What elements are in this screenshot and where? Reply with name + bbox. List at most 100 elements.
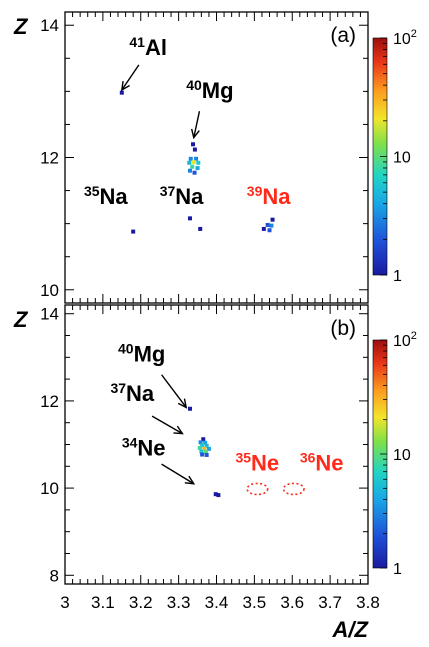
arrow-head: [173, 425, 184, 435]
isotope-mass: 36: [300, 450, 316, 466]
isotope-label: 39Na: [247, 183, 291, 209]
colorbar-tick-exp: 2: [411, 330, 417, 342]
colorbar-tick-exp: 2: [411, 28, 417, 40]
isotope-mass: 41: [129, 34, 145, 50]
x-tick-label: 3.6: [280, 593, 304, 612]
isotope-symbol: Ne: [315, 451, 343, 476]
candidate-circle: [246, 482, 269, 496]
y-tick-label: 8: [50, 566, 59, 585]
arrow-head: [177, 398, 188, 409]
y-tick-label: 12: [40, 149, 59, 168]
x-tick-label: 3.8: [356, 593, 380, 612]
data-point: [191, 142, 196, 147]
isotope-mass: 40: [186, 77, 202, 93]
data-point: [265, 222, 270, 227]
arrow-line: [161, 374, 187, 408]
x-tick-label: 3.2: [129, 593, 153, 612]
panel-tag: (a): [330, 24, 356, 47]
isotope-symbol: Mg: [134, 342, 166, 367]
x-tick-label: 3.4: [205, 593, 229, 612]
isotope-symbol: Na: [100, 184, 129, 209]
isotope-label: 40Mg: [186, 77, 233, 103]
data-point: [199, 449, 204, 454]
isotope-label: 37Na: [110, 380, 154, 406]
colorbar-tick-base: 1: [393, 268, 402, 285]
data-point: [187, 216, 192, 221]
y-tick-label: 14: [40, 305, 59, 324]
isotope-label: 35Na: [84, 183, 128, 209]
data-point: [197, 445, 202, 450]
data-point: [119, 90, 124, 95]
isotope-label: 40Mg: [118, 341, 165, 367]
data-point: [202, 446, 207, 451]
isotope-symbol: Na: [126, 381, 155, 406]
isotope-symbol: Na: [175, 184, 204, 209]
candidate-circle: [282, 482, 305, 496]
isotope-mass: 35: [84, 183, 100, 199]
colorbar-tick-base: 1: [393, 561, 402, 578]
data-point: [196, 160, 201, 165]
data-point: [204, 452, 209, 457]
y-axis-title: Z: [13, 14, 29, 39]
plot-frame: [64, 304, 369, 585]
colorbar-tick-label: 1: [393, 268, 402, 285]
isotope-mass: 37: [160, 183, 176, 199]
data-point: [190, 164, 195, 169]
data-point: [261, 226, 266, 231]
colorbar-tick-base: 10: [393, 333, 411, 350]
colorbar-tick-label: 10: [393, 447, 411, 464]
colorbar-tick-base: 10: [393, 447, 411, 464]
data-point: [195, 166, 200, 171]
isotope-symbol: Na: [262, 184, 291, 209]
isotope-symbol: Mg: [202, 78, 234, 103]
isotope-mass: 39: [247, 183, 263, 199]
arrow-line: [161, 463, 195, 485]
colorbar-tick-label: 10: [393, 150, 411, 167]
x-axis-title: A/Z: [332, 617, 370, 642]
data-point: [203, 440, 208, 445]
isotope-label: 34Ne: [122, 434, 166, 460]
shared-x-axis: 3 3.1 3.2 3.3 3.4 3.5 3.6 3.7 3.8 A/Z: [60, 593, 380, 642]
arrow-line: [151, 415, 183, 435]
y-tick-label: 14: [40, 16, 59, 35]
data-point: [216, 493, 221, 498]
data-point: [203, 449, 208, 454]
colorbar-tick-label: 102: [393, 28, 417, 48]
isotope-mass: 37: [110, 380, 126, 396]
colorbar-tick-label: 102: [393, 330, 417, 350]
data-point: [200, 452, 205, 457]
data-point: [206, 446, 211, 451]
colorbar-tick-base: 10: [393, 150, 411, 167]
data-point: [270, 217, 275, 222]
arrow-line: [193, 111, 201, 138]
y-tick-label: 12: [40, 392, 59, 411]
data-point: [198, 440, 203, 445]
data-point: [188, 156, 193, 161]
colorbar-tick-label: 1: [393, 561, 402, 578]
data-point: [200, 443, 205, 448]
panel-tag: (b): [330, 317, 356, 340]
data-point: [194, 156, 199, 161]
data-point: [267, 228, 272, 233]
isotope-label: 36Ne: [300, 450, 344, 476]
arrow-head: [190, 128, 200, 140]
isotope-mass: 34: [122, 434, 138, 450]
isotope-mass: 35: [235, 450, 251, 466]
data-point: [204, 443, 209, 448]
y-tick-label: 10: [40, 281, 59, 300]
x-tick-label: 3.1: [91, 593, 115, 612]
x-tick-label: 3.5: [243, 593, 267, 612]
isotope-mass: 40: [118, 341, 134, 357]
x-tick-label: 3: [60, 593, 69, 612]
data-point: [201, 437, 206, 442]
data-point: [198, 226, 203, 231]
data-point: [187, 406, 192, 411]
isotope-symbol: Ne: [137, 435, 165, 460]
data-point: [269, 223, 274, 228]
data-point: [192, 170, 197, 175]
data-point: [213, 492, 218, 497]
arrow-head: [184, 475, 196, 485]
arrow-head: [120, 81, 130, 92]
